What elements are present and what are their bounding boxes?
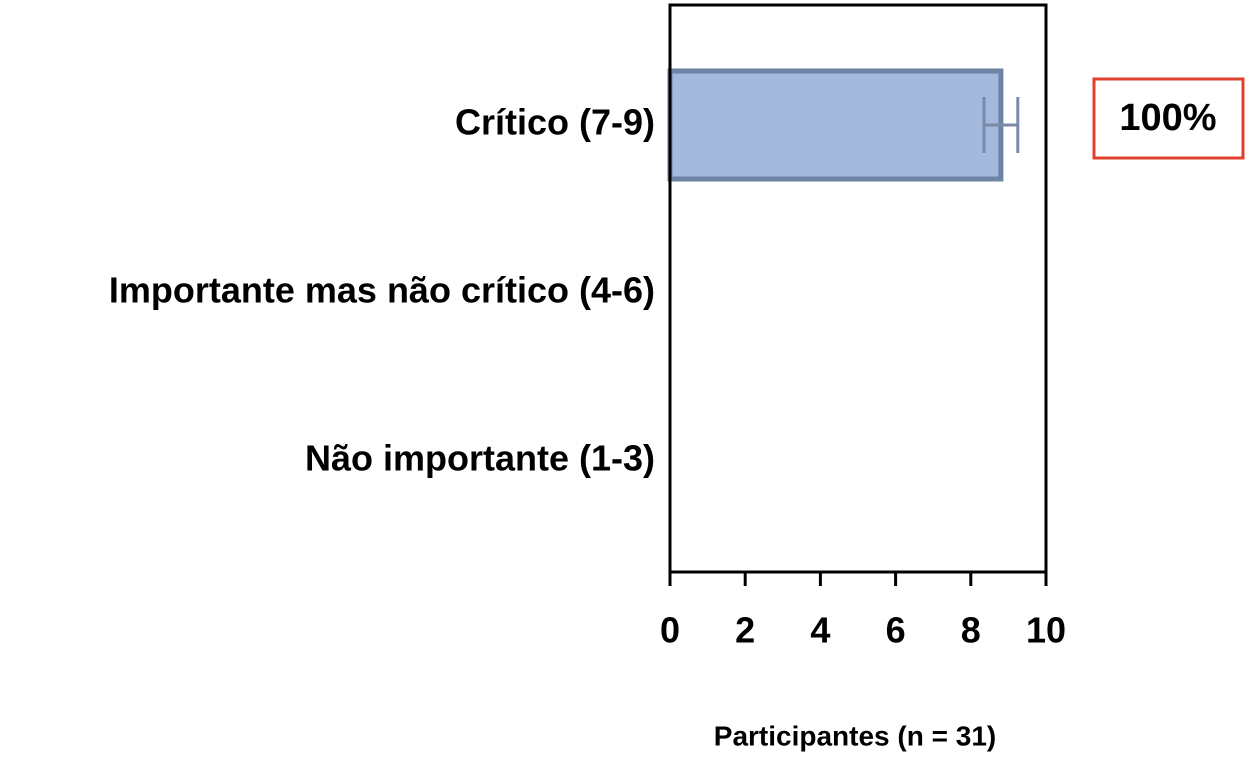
- highlight-box: [1092, 77, 1245, 160]
- y-tick-label: Não importante (1-3): [305, 438, 655, 479]
- x-tick-label: 2: [735, 610, 755, 651]
- x-tick-label: 10: [1026, 610, 1066, 651]
- error-bar: [982, 97, 1020, 153]
- x-tick-label: 8: [961, 610, 981, 651]
- x-tick-label: 0: [660, 610, 680, 651]
- x-tick-label: 4: [810, 610, 830, 651]
- plot-frame: [668, 3, 1048, 574]
- bar: [667, 68, 1004, 182]
- x-axis-title: Participantes (n = 31): [714, 720, 996, 751]
- x-tick-label: 6: [886, 610, 906, 651]
- y-tick-label: Crítico (7-9): [455, 102, 655, 143]
- annotation: 100%: [1119, 97, 1216, 139]
- y-tick-label: Importante mas não crítico (4-6): [109, 270, 655, 311]
